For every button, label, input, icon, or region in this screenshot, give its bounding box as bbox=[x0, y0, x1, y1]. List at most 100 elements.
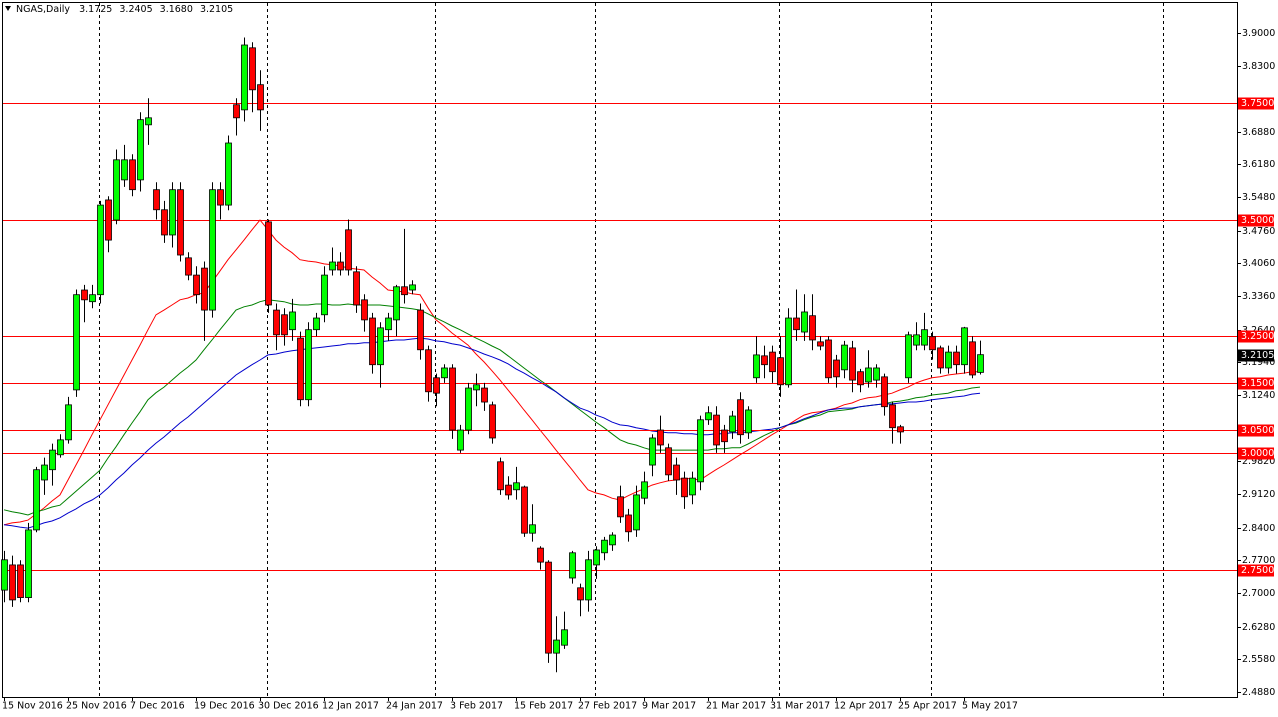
candle-body bbox=[265, 221, 272, 306]
candle-body bbox=[681, 477, 688, 498]
candle-body bbox=[657, 429, 664, 446]
candle-body bbox=[537, 547, 544, 563]
candle-body bbox=[737, 399, 744, 436]
candle-body bbox=[217, 189, 224, 206]
candle-body bbox=[473, 384, 480, 391]
level-label-box bbox=[1238, 330, 1274, 343]
candle-body bbox=[889, 404, 896, 429]
y-tick-label: 3.1240 bbox=[1242, 390, 1275, 401]
candle-body bbox=[465, 387, 472, 431]
low-value: 3.1680 bbox=[160, 4, 193, 15]
candle-body bbox=[177, 189, 184, 256]
x-tick-label: 24 Jan 2017 bbox=[386, 701, 443, 712]
x-tick-label: 19 Dec 2016 bbox=[194, 701, 255, 712]
candle-body bbox=[57, 439, 64, 456]
candle-body bbox=[105, 199, 112, 241]
candle-body bbox=[305, 329, 312, 401]
y-tick-label: 3.1940 bbox=[1242, 357, 1275, 368]
close-value: 3.2105 bbox=[200, 4, 233, 15]
y-tick-label: 3.6880 bbox=[1242, 127, 1275, 138]
candle-body bbox=[457, 429, 464, 451]
x-tick-label: 9 Mar 2017 bbox=[642, 701, 696, 712]
candle-body bbox=[209, 189, 216, 311]
candle-body bbox=[65, 404, 72, 441]
y-tick-label: 3.4060 bbox=[1242, 258, 1275, 269]
level-label-box bbox=[1238, 447, 1274, 460]
x-tick-label: 5 May 2017 bbox=[962, 701, 1018, 712]
y-tick-label: 2.9820 bbox=[1242, 456, 1275, 467]
candle-body bbox=[601, 539, 608, 554]
candle-body bbox=[577, 587, 584, 601]
candle-body bbox=[817, 341, 824, 347]
plot-frame bbox=[2, 2, 1238, 698]
candle-body bbox=[33, 469, 40, 531]
candle-body bbox=[169, 189, 176, 236]
candle-body bbox=[961, 327, 968, 366]
candle-body bbox=[41, 464, 48, 481]
candle-body bbox=[969, 341, 976, 376]
candle-body bbox=[97, 204, 104, 296]
candle-body bbox=[241, 44, 248, 111]
current-price-box bbox=[1238, 349, 1274, 362]
candle-body bbox=[841, 344, 848, 371]
candle-body bbox=[361, 299, 368, 321]
candle-body bbox=[649, 437, 656, 466]
candle-body bbox=[225, 142, 232, 206]
candle-body bbox=[281, 314, 288, 336]
candle-body bbox=[25, 529, 32, 598]
candle-body bbox=[313, 317, 320, 331]
candle-body bbox=[433, 377, 440, 394]
candle-body bbox=[441, 367, 448, 379]
chart-title: NGAS,Daily 3.1725 3.2405 3.1680 3.2105 bbox=[16, 4, 233, 15]
candle-body bbox=[145, 117, 152, 126]
candle-body bbox=[833, 359, 840, 378]
candle-body bbox=[897, 426, 904, 433]
candle-body bbox=[793, 317, 800, 331]
candle-body bbox=[545, 561, 552, 654]
y-tick-label: 3.4760 bbox=[1242, 226, 1275, 237]
candle-body bbox=[73, 294, 80, 391]
candle-body bbox=[585, 559, 592, 601]
candle-body bbox=[385, 317, 392, 331]
y-tick-label: 2.9120 bbox=[1242, 489, 1275, 500]
level-label-box bbox=[1238, 214, 1274, 227]
candle-body bbox=[17, 564, 24, 598]
x-tick-label: 15 Feb 2017 bbox=[514, 701, 573, 712]
candle-body bbox=[321, 274, 328, 316]
candle-body bbox=[489, 404, 496, 439]
candle-body bbox=[689, 477, 696, 496]
candle-body bbox=[329, 261, 336, 271]
candle-body bbox=[513, 482, 520, 491]
candle-body bbox=[409, 284, 416, 291]
y-tick-label: 3.3360 bbox=[1242, 291, 1275, 302]
candle-body bbox=[729, 415, 736, 433]
candle-body bbox=[505, 484, 512, 496]
candle-body bbox=[369, 317, 376, 366]
level-label: 3.1500 bbox=[1241, 378, 1274, 389]
candle-body bbox=[809, 315, 816, 341]
candle-body bbox=[913, 334, 920, 346]
x-tick-label: 12 Jan 2017 bbox=[322, 701, 379, 712]
candle-body bbox=[977, 354, 984, 373]
candle-body bbox=[137, 119, 144, 181]
candle-body bbox=[785, 317, 792, 386]
open-value: 3.1725 bbox=[79, 4, 112, 15]
moving-average bbox=[3, 219, 980, 526]
level-label: 3.0500 bbox=[1241, 425, 1274, 436]
candle-body bbox=[297, 337, 304, 401]
current-price-label: 3.2105 bbox=[1241, 350, 1274, 361]
level-label-box bbox=[1238, 424, 1274, 437]
level-label: 3.0000 bbox=[1241, 448, 1274, 459]
candle-body bbox=[761, 355, 768, 366]
candle-body bbox=[377, 327, 384, 366]
candle-body bbox=[1, 559, 8, 591]
candle-body bbox=[129, 159, 136, 191]
period-separators bbox=[99, 3, 1164, 697]
candle-body bbox=[201, 267, 208, 311]
level-label-box bbox=[1238, 377, 1274, 390]
x-tick-label: 30 Dec 2016 bbox=[258, 701, 319, 712]
moving-average bbox=[3, 337, 981, 529]
candle-body bbox=[673, 464, 680, 481]
high-value: 3.2405 bbox=[119, 4, 152, 15]
